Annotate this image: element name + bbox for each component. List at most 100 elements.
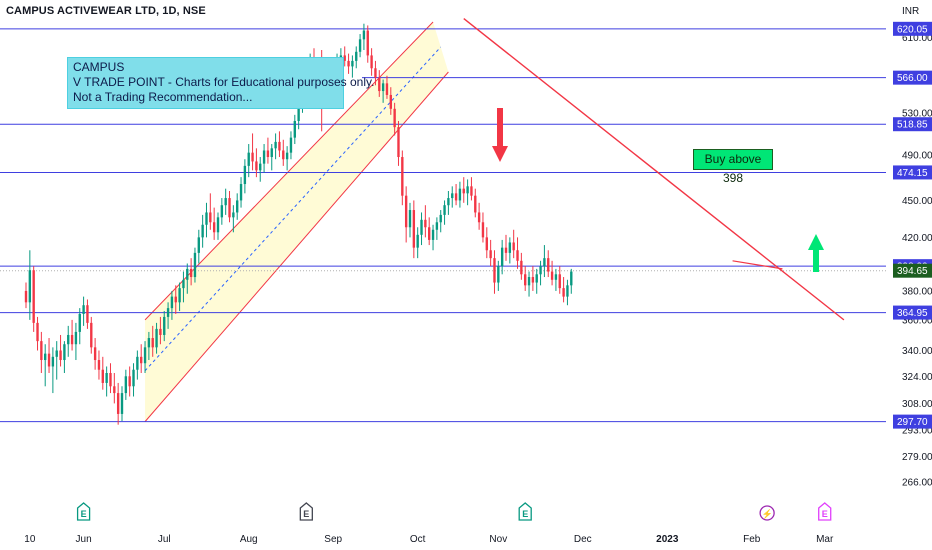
candle	[550, 260, 554, 286]
candle	[454, 184, 458, 206]
candle	[193, 247, 197, 283]
earnings-icon: E	[818, 502, 832, 521]
candle-body	[481, 222, 485, 238]
candle-body	[143, 347, 147, 364]
candle	[570, 268, 573, 294]
candle	[447, 190, 450, 215]
candle-body	[393, 108, 396, 128]
candle-body	[439, 214, 442, 223]
candle-body	[90, 322, 93, 348]
candle	[516, 237, 519, 269]
candle-body	[347, 60, 350, 67]
candle	[40, 331, 43, 373]
candle-body	[454, 193, 458, 201]
candle-body	[247, 152, 250, 166]
candle	[451, 186, 454, 208]
candle-body	[539, 266, 542, 275]
candle	[243, 159, 247, 194]
candle-body	[220, 205, 224, 218]
candle	[347, 53, 350, 74]
candle	[401, 150, 404, 206]
candle	[278, 131, 281, 158]
candle-body	[512, 242, 515, 251]
candle	[416, 227, 419, 259]
candle-body	[170, 296, 174, 309]
candle-body	[508, 242, 512, 253]
buy-above-label: Buy above 398	[693, 149, 773, 185]
candle-body	[489, 250, 492, 259]
candle	[424, 205, 427, 238]
candle	[351, 55, 354, 78]
time-axis[interactable]: 10 Jun Jul Aug Sep Oct Nov Dec 2023 Feb Mar	[24, 534, 834, 545]
candle-body	[113, 386, 116, 394]
candle-body	[401, 157, 404, 196]
candle-body	[285, 152, 289, 160]
candle-body	[543, 258, 546, 267]
x-tick-label: 2023	[656, 534, 679, 545]
candle-body	[378, 77, 381, 92]
candle	[228, 190, 231, 223]
trend-line-1	[732, 260, 783, 270]
earnings-icon: E	[299, 502, 313, 521]
candle	[554, 268, 558, 291]
y-tick-label: 266.00	[902, 477, 932, 488]
event-label: E	[522, 509, 528, 519]
candle-body	[159, 328, 162, 335]
candle	[105, 366, 108, 397]
candle-body	[186, 268, 189, 280]
candle-body	[151, 338, 154, 348]
price-channel	[144, 21, 449, 422]
candle-body	[558, 274, 561, 289]
price-axis[interactable]: 266.00 279.00 293.00 308.00 324.00 340.00 360.…	[893, 6, 932, 488]
candle	[224, 188, 227, 215]
event-label: E	[822, 509, 828, 519]
candle	[543, 245, 546, 278]
event-badge	[299, 502, 313, 521]
candle	[78, 308, 81, 345]
candle-body	[97, 360, 101, 370]
candle-body	[470, 186, 473, 196]
candle-body	[466, 186, 469, 194]
candle	[412, 200, 416, 259]
candle-body	[116, 393, 120, 414]
candle	[562, 277, 565, 303]
candle	[24, 282, 28, 309]
candle-body	[189, 268, 193, 278]
candle	[86, 299, 89, 329]
candle-body	[70, 334, 74, 345]
chart-title: CAMPUS ACTIVEWEAR LTD, 1D, NSE	[6, 5, 206, 17]
candle-body	[428, 227, 431, 240]
candle-body	[524, 274, 527, 286]
candle	[205, 202, 208, 238]
candle-body	[36, 322, 39, 342]
candle	[113, 372, 116, 404]
candle-body	[462, 188, 465, 194]
candle-body	[120, 393, 124, 414]
y-tick-label: 360.00	[902, 315, 932, 326]
candle	[504, 234, 508, 261]
candle	[36, 316, 39, 351]
candle	[378, 70, 381, 97]
candle-body	[243, 165, 247, 185]
level-price-box	[893, 21, 932, 36]
x-tick-label: Dec	[574, 534, 592, 545]
candle-body	[140, 356, 143, 364]
candle	[493, 250, 496, 294]
candle-body	[78, 313, 81, 332]
candle	[220, 198, 224, 225]
candle	[136, 350, 139, 380]
candle	[362, 23, 366, 50]
candle	[293, 114, 296, 145]
candle	[428, 217, 431, 246]
candle	[166, 302, 170, 329]
candle-body	[370, 55, 373, 69]
x-tick-label: Mar	[816, 534, 834, 545]
y-tick-label: 530.00	[902, 108, 932, 119]
candle	[239, 177, 243, 208]
candle-body	[109, 372, 112, 387]
candle	[63, 341, 66, 373]
candle	[500, 239, 504, 275]
candle	[535, 268, 538, 294]
candle	[178, 282, 181, 312]
